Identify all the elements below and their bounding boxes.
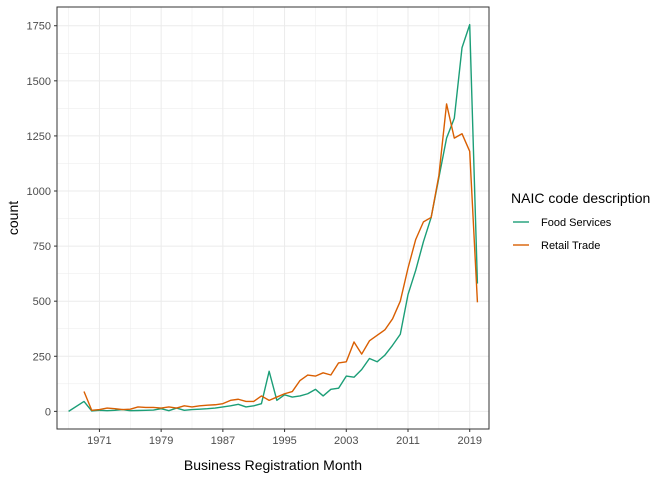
series-line-food-services bbox=[68, 23, 479, 412]
y-tick-label: 1000 bbox=[27, 186, 51, 198]
legend-items: Food Services Retail Trade bbox=[513, 217, 612, 252]
legend: NAIC code description Food Services Retai… bbox=[511, 190, 650, 252]
x-axis-ticks: 1971 1979 1987 1995 2003 2011 2019 bbox=[87, 429, 482, 447]
x-tick-label: 1995 bbox=[272, 435, 296, 447]
grid-minor bbox=[57, 7, 489, 429]
x-tick-label: 1987 bbox=[211, 435, 235, 447]
grid-major bbox=[57, 7, 489, 429]
y-tick-label: 1500 bbox=[27, 76, 51, 88]
series-lines bbox=[68, 23, 479, 412]
series-line-retail-trade bbox=[83, 103, 479, 411]
legend-title: NAIC code description bbox=[511, 190, 650, 206]
plot-border bbox=[56, 6, 490, 430]
x-tick-label: 1971 bbox=[87, 435, 111, 447]
legend-label-retail-trade: Retail Trade bbox=[541, 240, 600, 252]
x-tick-label: 2011 bbox=[396, 435, 420, 447]
y-tick-label: 250 bbox=[33, 351, 51, 363]
x-tick-label: 2003 bbox=[334, 435, 358, 447]
y-tick-label: 0 bbox=[45, 406, 51, 418]
y-tick-label: 750 bbox=[33, 241, 51, 253]
x-tick-label: 2019 bbox=[457, 435, 481, 447]
y-tick-label: 1250 bbox=[27, 131, 51, 143]
x-tick-label: 1979 bbox=[149, 435, 173, 447]
legend-label-food-services: Food Services bbox=[541, 217, 612, 229]
y-tick-label: 500 bbox=[33, 296, 51, 308]
x-axis-title: Business Registration Month bbox=[184, 457, 362, 473]
plot-panel bbox=[57, 7, 489, 429]
y-axis-ticks: 0 250 500 750 1000 1250 1500 1750 bbox=[27, 21, 57, 418]
y-axis-title: count bbox=[5, 201, 21, 235]
y-tick-label: 1750 bbox=[27, 21, 51, 33]
